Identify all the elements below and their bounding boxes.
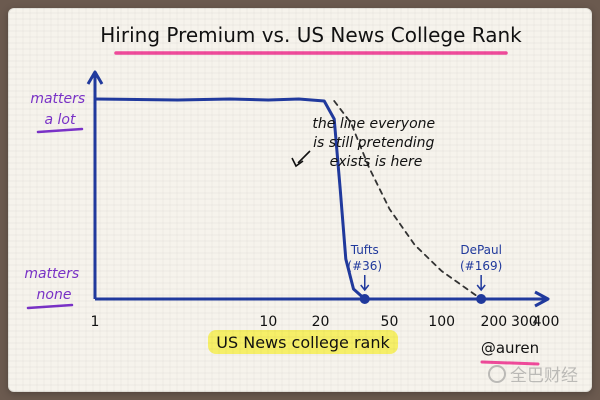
chart-title: Hiring Premium vs. US News College Rank: [100, 23, 522, 47]
y-label-bottom-underline: [26, 303, 74, 310]
annotation-line-2: is still pretending: [313, 135, 434, 151]
x-tick-label-200: 200: [480, 314, 507, 330]
x-axis-label: US News college rank: [216, 333, 390, 352]
credit-handle: @auren: [481, 339, 539, 357]
marker-group: Tufts (#36) DePaul (#169): [347, 243, 502, 304]
y-label-bottom: matters none: [24, 266, 83, 303]
watermark: 全巴财经: [488, 361, 578, 386]
y-label-bottom-line1: matters: [24, 266, 79, 282]
x-tick-label-10: 10: [259, 314, 277, 330]
x-tick-label-400: 400: [533, 314, 560, 330]
chart-area: Hiring Premium vs. US News College Rank …: [24, 23, 560, 366]
x-tick-label-300: 300: [511, 314, 538, 330]
x-tick-label-100: 100: [428, 314, 455, 330]
x-tick-label-1: 1: [91, 314, 100, 330]
y-label-top-underline: [36, 127, 84, 134]
annotation-arrow-line: [297, 150, 311, 164]
annotation-text: the line everyone is still pretending ex…: [312, 116, 439, 170]
y-label-top-line1: matters: [30, 91, 85, 107]
x-label-highlight: [208, 330, 398, 354]
marker-point-depaul: [476, 294, 487, 304]
y-label-top-line2: a lot: [45, 112, 76, 128]
x-tick-label-20: 20: [312, 314, 330, 330]
annotation-line-3: exists is here: [330, 154, 423, 170]
credit-underline: [480, 360, 540, 366]
annotation-line-1: the line everyone: [312, 116, 435, 132]
y-axis-arrow: [86, 70, 104, 85]
napkin-background: Hiring Premium vs. US News College Rank …: [8, 8, 592, 392]
marker-label-tufts: Tufts: [350, 243, 379, 257]
marker-rank-depaul: (#169): [460, 259, 502, 273]
dashed-imagined-line: [333, 100, 482, 300]
marker-label-depaul: DePaul: [460, 243, 502, 257]
marker-point-tufts: [359, 294, 370, 304]
marker-rank-tufts: (#36): [347, 259, 382, 273]
x-axis-arrow: [534, 290, 550, 308]
series-group: [93, 97, 548, 301]
actual-hiring-premium-line: [93, 97, 548, 301]
marker-arrow-depaul: [476, 275, 486, 292]
annotation-arrow-head: [291, 157, 304, 168]
watermark-logo-icon: [488, 364, 506, 383]
y-label-top: matters a lot: [30, 91, 89, 128]
y-label-bottom-line2: none: [37, 287, 72, 303]
marker-arrow-tufts: [360, 275, 370, 292]
x-tick-label-50: 50: [381, 314, 399, 330]
watermark-text: 全巴财经: [510, 366, 578, 386]
